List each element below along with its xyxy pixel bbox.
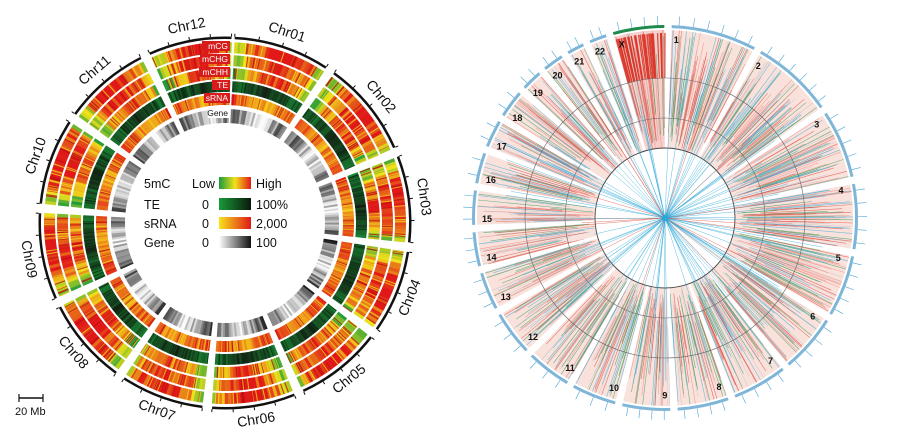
legend-gene-max: 100 [256, 236, 277, 250]
chromosome-label-chr03: Chr03 [414, 177, 435, 217]
right-chromosome-number-13: 13 [501, 292, 511, 302]
legend-srna-min: 0 [202, 217, 209, 231]
right-chromosome-x [612, 16, 666, 151]
scale-bar: 20 Mb [15, 394, 46, 418]
right-chromosome-number-22: 22 [595, 47, 605, 57]
right-chromosome-number-6: 6 [810, 312, 815, 322]
legend-gene-name: Gene [144, 236, 175, 250]
right-chromosome-11 [529, 268, 630, 388]
left-chromosome-chr11 [71, 53, 180, 165]
left-chromosome-chr09 [35, 212, 134, 301]
legend-high-label: High [256, 177, 282, 191]
legend-srna-max: 2,000 [256, 217, 287, 231]
right-chromosome-number-x: X [619, 40, 625, 50]
right-chromosome-number-1: 1 [674, 35, 679, 45]
right-chromosome-20 [542, 50, 628, 164]
track-label-bg-mchh [199, 67, 230, 77]
right-circos-plot [462, 16, 868, 420]
right-ring-1 [594, 147, 736, 289]
color-legend: 5mC Low High TE 0 100% sRNA 0 2,000 Gene… [144, 177, 288, 250]
left-chromosome-chr03 [318, 154, 415, 244]
track-label-bg-te [212, 80, 230, 90]
left-chromosome-chr12 [147, 33, 233, 132]
track-labels: mCG mCHG mCHH TE sRNA Gene [199, 41, 230, 118]
right-chromosome-number-21: 21 [574, 56, 584, 66]
right-chromosome-number-12: 12 [528, 332, 538, 342]
right-chromosome-18 [498, 91, 612, 181]
track-label-mchg: mCHG [202, 54, 228, 64]
legend-5mc-title: 5mC [144, 177, 170, 191]
right-chromosome-number-17: 17 [497, 141, 507, 151]
track-label-srna: sRNA [206, 93, 229, 103]
chromosome-label-chr11: Chr11 [75, 52, 114, 88]
left-chromosome-chr08 [55, 268, 167, 377]
right-center-hub [662, 215, 668, 221]
right-chromosome-number-14: 14 [486, 252, 496, 262]
left-chromosome-chr02 [283, 69, 399, 183]
right-chromosome-number-5: 5 [836, 253, 841, 263]
right-chromosome-number-18: 18 [512, 113, 522, 123]
chromosome-label-chr02: Chr02 [363, 76, 400, 116]
legend-low-label: Low [192, 177, 216, 191]
left-chromosome-chr06 [211, 315, 297, 413]
right-chromosome-number-8: 8 [716, 382, 721, 392]
scale-bar-label: 20 Mb [15, 406, 46, 418]
right-chromosome-5 [725, 232, 862, 315]
right-chromosome-13 [473, 238, 604, 309]
right-chromosome-number-9: 9 [662, 390, 667, 400]
right-chromosome-number-10: 10 [609, 383, 619, 393]
legend-te-max: 100% [256, 198, 288, 212]
legend-gene-gradient [219, 236, 251, 248]
right-chromosome-15 [462, 190, 596, 225]
chromosome-label-chr09: Chr09 [18, 239, 41, 280]
right-central-links [493, 56, 853, 387]
right-chromosome-6 [710, 255, 832, 368]
right-chromosome-number-2: 2 [756, 61, 761, 71]
right-chromosome-number-11: 11 [565, 363, 575, 373]
right-chromosome-number-4: 4 [838, 186, 843, 196]
legend-te-name: TE [144, 198, 160, 212]
track-label-mchh: mCHH [203, 67, 229, 77]
track-label-te: TE [217, 80, 228, 90]
legend-5mc-gradient [219, 177, 251, 189]
chromosome-label-chr06: Chr06 [236, 408, 276, 430]
left-circos-plot [35, 33, 415, 413]
right-chromosome-number-16: 16 [486, 175, 496, 185]
right-chromosome-1 [667, 16, 755, 157]
track-label-bg-srna [204, 93, 230, 103]
right-chromosome-number-20: 20 [552, 71, 562, 81]
right-chromosome-8 [669, 284, 729, 420]
right-chromosome-2 [699, 46, 826, 178]
right-ring-2 [564, 117, 766, 319]
legend-srna-gradient [219, 217, 251, 229]
track-label-bg-gene [208, 108, 230, 118]
right-chromosome-10 [572, 279, 647, 411]
legend-gene-min: 0 [202, 236, 209, 250]
right-chromosome-16 [467, 152, 600, 206]
track-label-bg-mchg [200, 54, 230, 64]
chromosome-label-chr12: Chr12 [166, 14, 207, 37]
chromosome-label-chr01: Chr01 [267, 18, 308, 45]
right-chromosome-number-19: 19 [533, 88, 543, 98]
right-chromosome-number-15: 15 [482, 214, 492, 224]
right-chromosome-14 [464, 223, 598, 267]
left-chromosome-chr05 [267, 284, 375, 395]
track-label-gene: Gene [207, 108, 228, 118]
right-chromosome-number-3: 3 [814, 119, 819, 129]
left-chromosome-chr10 [36, 119, 142, 213]
left-chromosome-chr07 [121, 306, 213, 412]
track-label-bg-mcg [202, 41, 230, 51]
left-chromosome-chr04 [306, 238, 413, 333]
right-chromosome-number-7: 7 [768, 356, 773, 366]
legend-te-gradient [219, 198, 251, 210]
legend-te-min: 0 [202, 198, 209, 212]
legend-srna-name: sRNA [144, 217, 177, 231]
left-chromosome-chr01 [230, 33, 329, 140]
right-ring-3 [524, 77, 806, 359]
track-label-mcg: mCG [208, 41, 228, 51]
chromosome-label-chr10: Chr10 [21, 135, 49, 176]
